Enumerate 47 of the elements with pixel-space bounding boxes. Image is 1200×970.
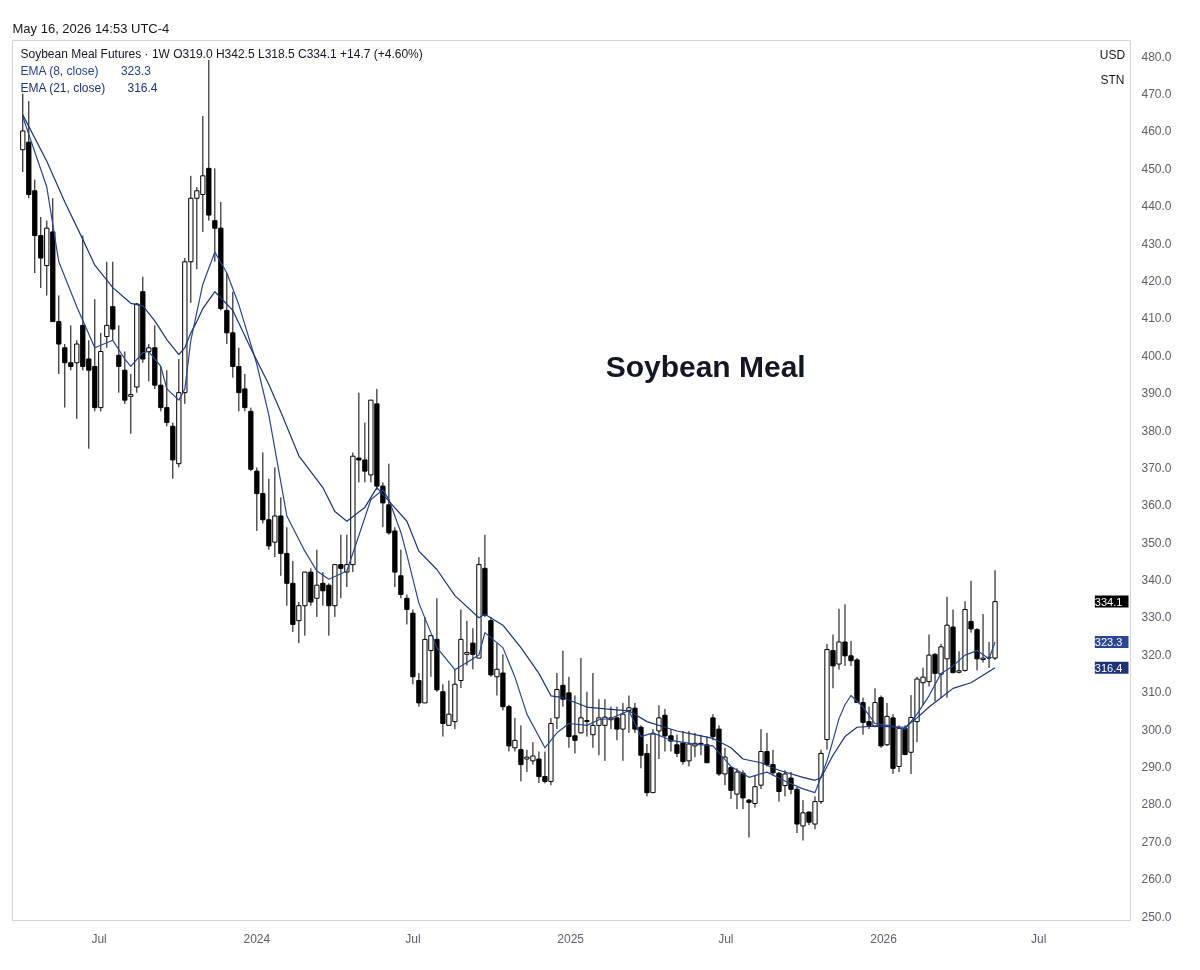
text: May 16, 2026 14:53 UTC-4	[12, 20, 170, 36]
y-tick-label: 320.0	[1141, 647, 1172, 662]
candlestick	[404, 594, 410, 625]
y-tick-label: 310.0	[1141, 685, 1172, 700]
y-tick-label: 370.0	[1141, 460, 1172, 475]
text: Soybean Meal Futures · 1W O319.0 H342.5 L318.5 C334.1 +14.7 (+4.60%)	[20, 46, 423, 61]
y-tick-label: 400.0	[1141, 348, 1172, 363]
y-tick-label: 470.0	[1141, 87, 1172, 102]
x-tick-label: Jul	[91, 931, 107, 946]
x-tick-label: 2026	[870, 931, 898, 946]
x-tick-label: Jul	[405, 931, 421, 946]
x-tick-label: 2025	[557, 931, 585, 946]
annotation: USD	[1099, 47, 1126, 62]
y-tick-label: 270.0	[1141, 834, 1172, 849]
y-tick-label: 300.0	[1141, 722, 1172, 737]
y-tick-label: 410.0	[1141, 311, 1172, 326]
x-tick-label: 2024	[243, 931, 271, 946]
series-label: EMA (21, close)	[20, 80, 106, 95]
candlestick	[398, 549, 404, 599]
y-tick-label: 340.0	[1141, 573, 1172, 588]
y-tick-label: 480.0	[1141, 49, 1172, 64]
y-tick-label: 290.0	[1141, 759, 1172, 774]
x-tick-label: Jul	[718, 931, 734, 946]
annotation: 316.4	[127, 81, 158, 95]
y-tick-label: 420.0	[1141, 274, 1172, 288]
y-tick-label: 360.0	[1141, 498, 1172, 513]
y-tick-label: 440.0	[1141, 199, 1172, 214]
text: Soybean Meal	[605, 349, 806, 383]
y-tick-label: 430.0	[1141, 236, 1172, 251]
y-tick-label: 450.0	[1141, 161, 1172, 176]
candlestick	[116, 324, 122, 394]
text: EMA (8, close)	[20, 63, 99, 78]
annotation: 323.3	[1094, 636, 1123, 648]
candlestick	[704, 736, 710, 764]
annotation: 323.3	[120, 64, 152, 78]
annotation: STN	[1100, 72, 1125, 87]
y-tick-label: 380.0	[1141, 423, 1172, 438]
annotation: 316.4	[1094, 661, 1123, 674]
annotation: 334.1	[1094, 595, 1123, 608]
x-tick-label: Jul	[1031, 931, 1047, 946]
y-tick-label: 260.0	[1141, 872, 1172, 887]
y-tick-label: 390.0	[1141, 386, 1172, 401]
y-tick-label: 350.0	[1141, 535, 1172, 550]
y-tick-label: 460.0	[1141, 124, 1172, 139]
y-tick-label: 330.0	[1141, 610, 1172, 625]
y-tick-label: 250.0	[1141, 909, 1172, 924]
y-tick-label: 280.0	[1141, 797, 1172, 812]
